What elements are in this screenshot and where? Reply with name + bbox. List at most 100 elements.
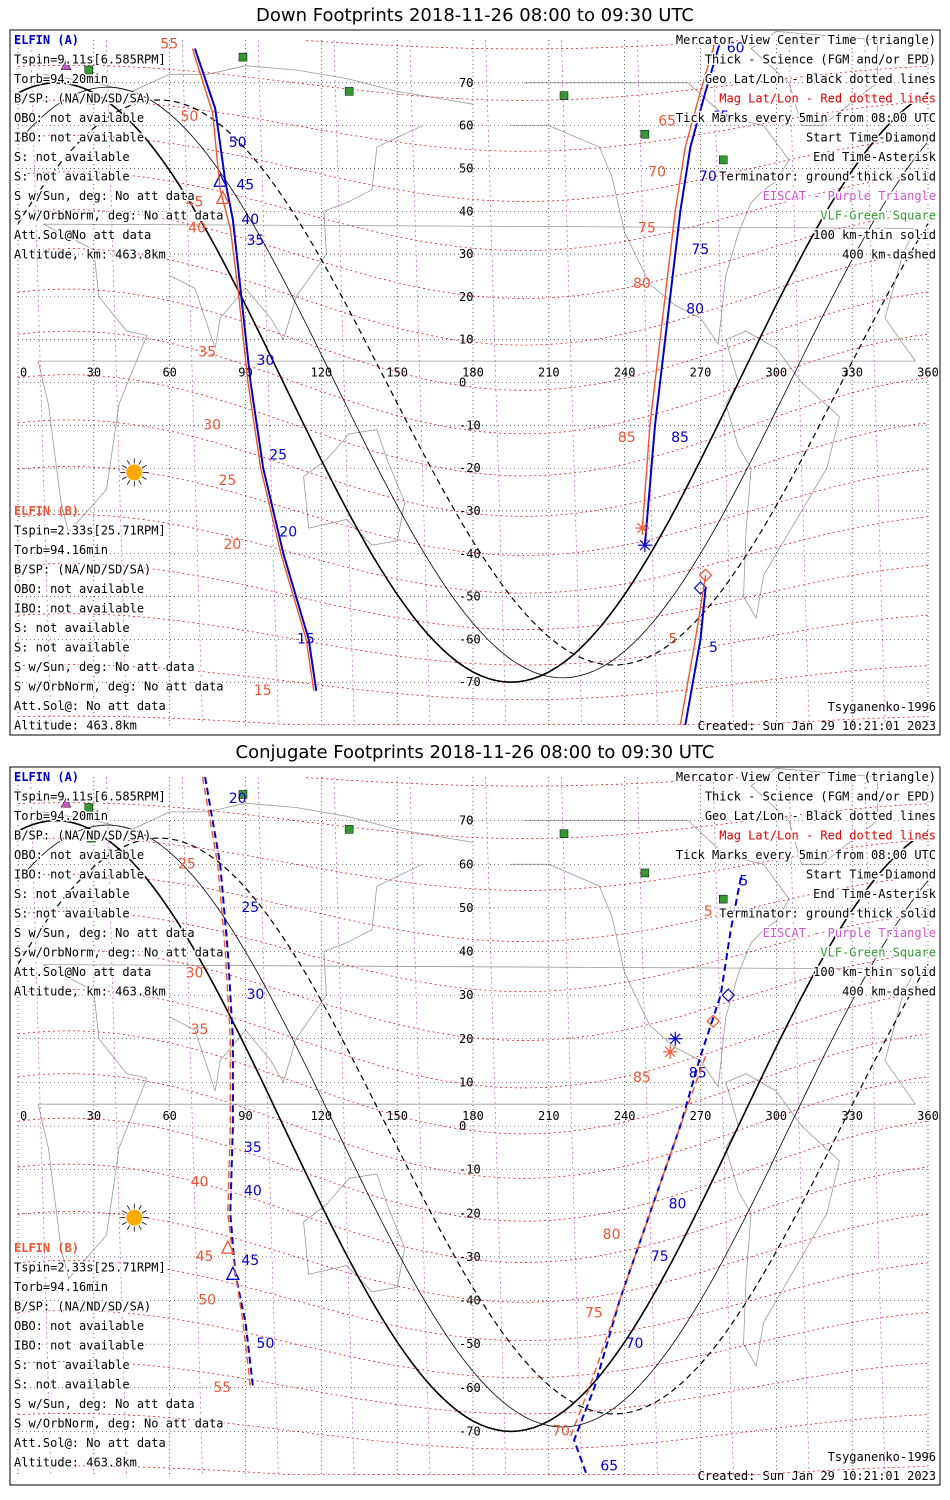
elfin-b-info-line: S w/Sun, deg: No att data [14, 1397, 195, 1411]
terminator-400km [17, 99, 929, 666]
elfin-b-info-line: Torb=94.16min [14, 1280, 108, 1294]
sun-ray [138, 480, 142, 485]
elfin-b-info-line: Tspin=2.33s[25.71RPM] [14, 1261, 166, 1275]
terminator-ground [17, 81, 929, 684]
mag-parallel [17, 1211, 929, 1303]
tick-label-elfin-b: 20 [224, 537, 242, 553]
mag-parallel [17, 288, 929, 391]
panel-title-down: Down Footprints 2018-11-26 08:00 to 09:3… [256, 5, 694, 26]
elfin-a-info-line: Att.Sol@No att data [14, 228, 151, 242]
coastline-4 [510, 82, 790, 346]
tick-label-elfin-b: 75 [638, 220, 656, 236]
tick-label-elfin-b: 35 [198, 345, 216, 361]
tick-label-elfin-b: 65 [658, 113, 676, 129]
lat-tick-label: 30 [459, 988, 473, 1002]
legend-line: Terminator: ground-thick solid [719, 907, 936, 921]
lon-tick-label: 240 [614, 1109, 636, 1123]
elfin-a-name: ELFIN (A) [14, 33, 79, 47]
sun-ray [141, 1221, 147, 1225]
mag-meridian [30, 776, 52, 1476]
lat-tick-label: 70 [459, 76, 473, 90]
lon-tick-label: 330 [841, 366, 863, 380]
elfin-b-info-line: S w/OrbNorm, deg: No att data [14, 1417, 224, 1431]
sun-ray [141, 1210, 147, 1214]
track-elfin-a [684, 587, 707, 726]
mag-meridian [864, 776, 886, 1476]
mag-parallel [17, 466, 929, 556]
tick-label-elfin-a: 85 [671, 430, 689, 446]
mag-parallel [17, 209, 929, 299]
tick-label-elfin-b: 30 [203, 417, 221, 433]
mag-meridian [864, 39, 886, 726]
legend-line: Mercator View Center Time (triangle) [676, 770, 936, 784]
sun-icon [126, 464, 143, 481]
sun-ray [121, 1221, 127, 1225]
lat-tick-label: -60 [459, 632, 481, 646]
lon-tick-label: 330 [841, 1109, 863, 1123]
elfin-a-info-line: Altitude, km: 463.8km [14, 248, 166, 262]
coastline-6 [750, 30, 878, 126]
mag-parallel [17, 949, 929, 1041]
legend-line: 400 km-dashed [842, 248, 936, 262]
elfin-a-info-line: Tspin=9.11s[6.585RPM] [14, 53, 166, 67]
coastline-2 [169, 863, 423, 1092]
elfin-a-info-line: OBO: not available [14, 111, 144, 125]
mag-meridian [712, 776, 734, 1476]
mag-parallel [17, 1073, 929, 1179]
lat-tick-label: -60 [459, 1381, 481, 1395]
legend-line: Tick Marks every 5min from 08:00 UTC [676, 111, 936, 125]
tick-label-elfin-b: 85 [633, 1070, 651, 1086]
tick-label-elfin-b: 45 [196, 1249, 214, 1265]
vlf-station [238, 52, 248, 62]
sun-ray [121, 476, 127, 480]
tick-label-elfin-b: 45 [186, 195, 204, 211]
elfin-a-info-line: S w/Sun, deg: No att data [14, 189, 195, 203]
legend-line: Mag Lat/Lon - Red dotted lines [719, 829, 936, 843]
tick-label-elfin-b: 80 [603, 1227, 621, 1243]
tick-label-elfin-a: 45 [241, 1253, 259, 1269]
tick-label-elfin-b: 40 [188, 220, 206, 236]
mag-parallel [17, 1361, 929, 1415]
vlf-station [719, 155, 728, 165]
tick-label-elfin-a: 20 [229, 791, 247, 807]
vlf-station [640, 868, 650, 878]
tick-label-elfin-b: 50 [198, 1293, 216, 1309]
track-elfin-a [573, 877, 742, 1476]
mag-meridian [636, 776, 658, 1476]
legend-line: VLF-Green Square [820, 209, 936, 223]
elfin-b-name: ELFIN (B) [14, 504, 79, 518]
created-label: Created: Sun Jan 29 10:21:01 2023 [698, 1469, 936, 1483]
vlf-station [719, 894, 728, 904]
mag-meridian [181, 776, 203, 1476]
mag-meridian [409, 39, 431, 726]
lon-tick-label: 30 [87, 366, 101, 380]
elfin-a-info-line: S: not available [14, 887, 130, 901]
lon-tick-label: 240 [614, 366, 636, 380]
center-triangle [215, 189, 230, 205]
elfin-b-info-line: OBO: not available [14, 582, 144, 596]
tick-label-elfin-b: 5 [704, 904, 713, 920]
end-asterisk [664, 1046, 676, 1058]
model-label: Tsyganenko-1996 [828, 1450, 936, 1464]
start-diamond [698, 568, 713, 583]
coastline-1 [37, 964, 917, 1280]
sun-ray [126, 460, 131, 465]
track-elfin-a [643, 39, 722, 546]
lon-tick-label: 90 [238, 1109, 252, 1123]
mag-parallel [17, 873, 929, 942]
tick-label-elfin-a: 65 [712, 109, 730, 125]
tick-label-elfin-b: 5 [668, 631, 677, 647]
lat-tick-label: -70 [459, 675, 481, 689]
center-triangle [220, 1239, 235, 1254]
terminator-100km [17, 86, 929, 679]
elfin-b-info-line: IBO: not available [14, 1339, 144, 1353]
tick-label-elfin-b: 70 [648, 165, 666, 181]
legend-line: Mag Lat/Lon - Red dotted lines [719, 92, 936, 106]
end-asterisk [639, 539, 651, 551]
legend-line: Terminator: ground-thick solid [719, 170, 936, 184]
lon-tick-label: 120 [310, 1109, 332, 1123]
sun-ray [121, 1210, 127, 1214]
legend-line: VLF-Green Square [820, 946, 936, 960]
eiscat-station [60, 60, 72, 70]
elfin-a-info-line: S w/OrbNorm, deg: No att data [14, 946, 224, 960]
